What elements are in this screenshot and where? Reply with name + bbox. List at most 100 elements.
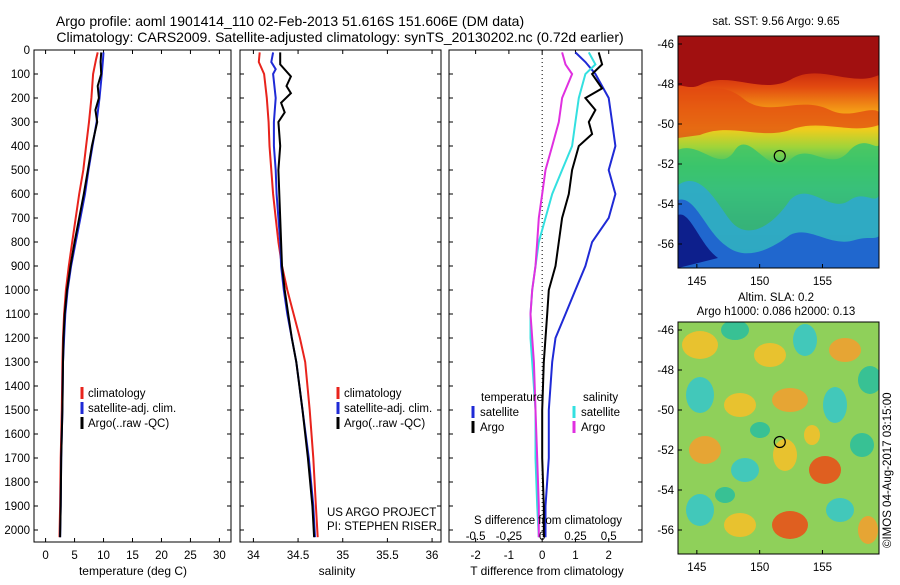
longitude-label: 145 [687,562,706,574]
latitude-label: -48 [657,365,674,377]
series-line-argo [529,52,574,538]
latitude-label: -50 [657,405,674,417]
depth-tick-label: 100 [11,69,30,81]
header-line-2: Climatology: CARS2009. Satellite-adjuste… [56,29,623,45]
depth-tick-label: 1000 [4,285,30,297]
depth-tick-label: 1700 [4,453,30,465]
s-tick-label: 0.25 [564,531,586,543]
legend-title: salinity [583,392,618,404]
latitude-label: -48 [657,79,674,91]
temperature-legend: climatology satellite-adj. clim. Argo(..ra… [80,387,176,430]
series-line-climatology [58,52,99,538]
salinity-depth-ticks [240,49,441,531]
legend-label: satellite [480,407,519,419]
t-difference-x-label: T difference from climatology [470,564,624,578]
depth-tick-label: 1500 [4,405,30,417]
x-tick-label: 0 [539,550,545,562]
series-line-argo-raw-qc- [59,52,103,538]
imos-credit: ©IMOS 04-Aug-2017 03:15:00 [882,392,894,548]
latitude-label: -46 [657,39,674,51]
salinity-x-label: salinity [319,564,356,578]
sst-map-axes: 145 150 155 -46 -48 -50 -52 -54 -56 [657,39,832,288]
s-tick-label: 0.5 [601,531,617,543]
legend-label: climatology [88,388,146,400]
legend-label: satellite [581,407,620,419]
depth-tick-label: 0 [24,45,30,57]
depth-tick-label: 1200 [4,333,30,345]
series-line-climatology [257,52,319,538]
x-tick-label: 35 [336,550,349,562]
depth-tick-label: 800 [11,237,30,249]
latitude-label: -56 [657,525,674,537]
legend-title: temperature [481,392,543,404]
latitude-label: -50 [657,119,674,131]
header-line-1: Argo profile: aoml 1901414_110 02-Feb-20… [56,13,524,29]
s-difference-ticks: -0.5 -0.25 0 0.25 0.5 [466,531,617,543]
temperature-panel: 0100200300400500600700800900100011001200… [4,45,232,578]
depth-tick-label: 1100 [5,309,30,321]
difference-plot-frame [448,49,643,543]
temperature-x-label: temperature (deg C) [79,564,187,578]
argo-float-marker [773,149,786,163]
sla-map-panel: Altim. SLA: 0.2 Argo h1000: 0.086 h2000:… [657,292,894,574]
depth-tick-label: 500 [11,165,30,177]
sla-heatmap [678,322,879,554]
depth-tick-label: 1400 [4,381,30,393]
legend-label: climatology [344,388,402,400]
argo-float-marker-sla [773,435,786,449]
salinity-series [257,52,319,538]
legend-label: Argo(..raw -QC) [88,418,169,430]
depth-tick-label: 1800 [4,477,30,489]
latitude-label: -46 [657,325,674,337]
depth-tick-label: 300 [11,117,30,129]
sst-heatmap [678,36,879,268]
salinity-plot-frame [239,49,442,543]
depth-tick-label: 400 [11,141,30,153]
x-tick-label: 30 [213,550,226,562]
depth-tick-label: 1900 [4,501,30,513]
sla-map-title: Altim. SLA: 0.2 [738,292,814,304]
longitude-label: 155 [813,276,832,288]
difference-depth-ticks [449,49,642,531]
longitude-label: 150 [750,562,769,574]
difference-x-axis: -2 -1 0 1 2 [471,50,612,562]
x-tick-label: -1 [504,550,514,562]
legend-label: Argo [581,422,605,434]
s-difference-label: S difference from climatology [474,515,622,527]
depth-tick-label: 600 [11,189,30,201]
sst-map-frame [677,35,880,269]
x-tick-label: 1 [572,550,578,562]
legend-label: satellite-adj. clim. [344,403,432,415]
sst-map-title: sat. SST: 9.56 Argo: 9.65 [712,16,839,28]
x-tick-label: 0 [42,550,48,562]
depth-tick-label: 1300 [4,357,30,369]
sla-map-frame [677,321,880,555]
x-tick-label: 10 [97,550,110,562]
latitude-label: -56 [657,239,674,251]
depth-tick-label: 700 [11,213,30,225]
latitude-label: -52 [657,159,674,171]
s-tick-label: -0.25 [496,531,522,543]
series-line-argo [541,52,604,538]
x-tick-label: 25 [184,550,197,562]
depth-tick-label: 1600 [4,429,30,441]
series-line-satellite [544,51,617,538]
x-tick-label: 36 [426,550,439,562]
x-tick-label: 5 [71,550,77,562]
x-tick-label: 35.5 [376,550,398,562]
difference-series [529,51,617,538]
depth-axis: 0 100 200 300 400 500 600 700 800 900 1000 1100 1200… [4,45,231,537]
sla-map-axes: 145 150 155 -46 -48 -50 -52 -54 -56 [657,325,832,574]
s-tick-label: -0.5 [466,531,486,543]
x-tick-label: 34.5 [287,550,309,562]
latitude-label: -52 [657,445,674,457]
legend-label: satellite-adj. clim. [88,403,176,415]
x-tick-label: 2 [606,550,612,562]
salinity-x-axis: 34 34.5 35 35.5 36 [247,50,438,562]
salinity-legend: climatology satellite-adj. clim. Argo(..ra… [336,387,432,430]
series-line-argo-raw-qc- [277,52,316,538]
temperature-series [58,52,105,538]
temperature-plot-frame [33,49,232,543]
sst-map-panel: sat. SST: 9.56 Argo: 9.65 145 150 155 -46 -4… [657,16,880,288]
